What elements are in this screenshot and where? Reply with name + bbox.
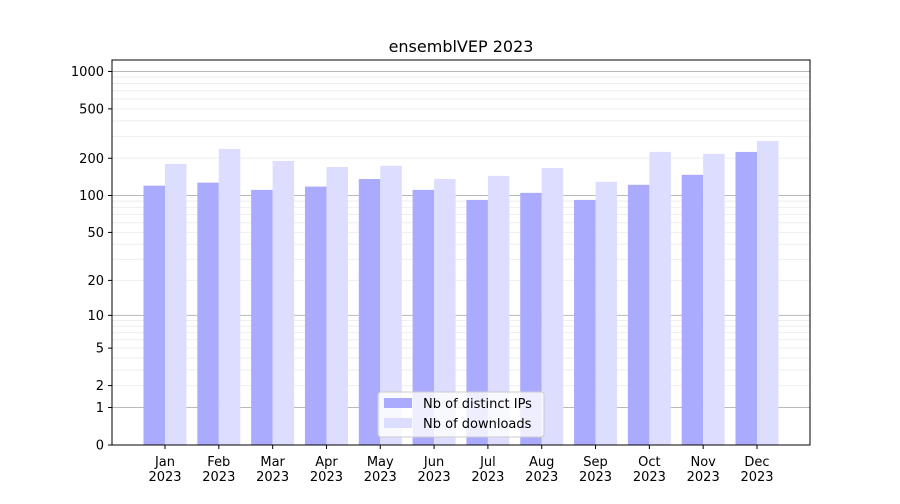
x-tick-label: Apr: [315, 455, 338, 470]
x-tick-label: 2023: [687, 470, 720, 485]
x-tick-label: Dec: [744, 455, 769, 470]
legend-box: [377, 391, 545, 438]
bar-distinct-ips: [358, 178, 381, 446]
x-tick-label: Feb: [207, 455, 230, 470]
y-tick-label: 1000: [71, 65, 104, 80]
x-tick-label: Nov: [690, 455, 716, 470]
legend-swatch: [384, 398, 412, 408]
x-tick-label: Jul: [479, 455, 496, 470]
x-tick-label: 2023: [579, 470, 612, 485]
y-tick-label: 1: [96, 401, 104, 416]
x-tick-label: Aug: [529, 455, 554, 470]
bar-distinct-ips: [574, 199, 596, 445]
x-tick-label: Jan: [154, 455, 175, 470]
legend-swatch: [384, 418, 412, 428]
x-tick-label: 2023: [310, 470, 343, 485]
x-tick-label: 2023: [202, 470, 235, 485]
y-tick-label: 5: [96, 342, 104, 357]
x-tick-label: 2023: [256, 470, 289, 485]
y-tick-label: 20: [87, 274, 104, 289]
bar-distinct-ips: [304, 186, 327, 445]
y-tick-label: 2: [96, 379, 104, 394]
x-tick-label: Sep: [583, 455, 608, 470]
bar-downloads: [703, 153, 725, 445]
bar-downloads: [165, 163, 187, 446]
bar-distinct-ips: [627, 184, 650, 445]
bar-distinct-ips: [681, 174, 704, 445]
bar-downloads: [272, 161, 295, 445]
bar-downloads: [541, 167, 564, 446]
chart-title: ensemblVEP 2023: [389, 37, 534, 56]
bar-distinct-ips: [412, 189, 435, 445]
bar-downloads: [434, 178, 456, 446]
plot-frame: [111, 59, 811, 446]
x-tick-label: Jun: [423, 455, 444, 470]
y-tick-label: 500: [79, 102, 104, 117]
bar-distinct-ips: [197, 182, 219, 446]
bar-distinct-ips: [466, 199, 488, 445]
bar-distinct-ips: [735, 151, 757, 445]
x-tick-label: 2023: [740, 470, 773, 485]
x-tick-label: 2023: [418, 470, 451, 485]
x-tick-label: 2023: [525, 470, 558, 485]
bar-downloads: [649, 151, 671, 445]
bar-downloads: [487, 175, 510, 446]
bar-distinct-ips: [520, 192, 542, 445]
x-tick-label: Mar: [260, 455, 285, 470]
bar-downloads: [218, 148, 241, 445]
bar-downloads: [595, 181, 618, 445]
y-tick-label: 0: [96, 439, 104, 454]
legend-label: Nb of downloads: [423, 417, 532, 432]
y-tick-label: 200: [79, 152, 104, 167]
bar-distinct-ips: [143, 185, 165, 445]
x-tick-label: Oct: [638, 455, 660, 470]
y-tick-label: 100: [79, 189, 104, 204]
x-tick-label: 2023: [364, 470, 397, 485]
x-tick-label: 2023: [471, 470, 504, 485]
x-tick-label: 2023: [633, 470, 666, 485]
y-tick-label: 50: [87, 226, 104, 241]
x-tick-label: 2023: [148, 470, 181, 485]
bar-downloads: [326, 166, 348, 445]
y-tick-label: 10: [87, 309, 104, 324]
legend-label: Nb of distinct IPs: [423, 397, 532, 412]
bar-downloads: [757, 140, 779, 446]
bar-downloads: [380, 165, 402, 445]
bar-distinct-ips: [251, 189, 273, 445]
x-tick-label: May: [367, 455, 394, 470]
